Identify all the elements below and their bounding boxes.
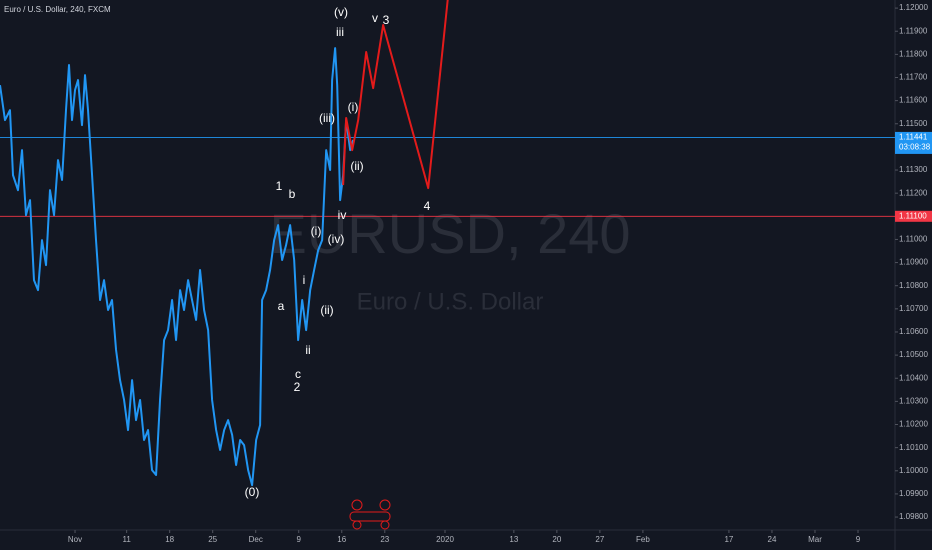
y-tick-label: 1.10800	[899, 281, 928, 290]
wave-label: b	[289, 187, 296, 201]
wave-label: (i)	[311, 224, 322, 238]
x-tick-label: 9	[297, 535, 302, 544]
y-tick-label: 1.11600	[899, 96, 928, 105]
y-tick-label: 1.10600	[899, 327, 928, 336]
tool-icons	[349, 499, 391, 530]
x-tick-label: 9	[856, 535, 861, 544]
x-tick-label: Feb	[636, 535, 650, 544]
wave-label: iv	[338, 208, 347, 222]
price-label: 1.11100	[899, 211, 927, 220]
y-tick-label: 1.11200	[899, 188, 928, 197]
x-tick-label: 23	[380, 535, 389, 544]
price-line-series	[0, 47, 355, 487]
x-tick-label: 18	[165, 535, 174, 544]
price-label-box	[895, 131, 932, 154]
watermark: EURUSD, 240	[269, 202, 630, 265]
wave-label: (ii)	[350, 159, 363, 173]
wave-label: (iv)	[328, 232, 345, 246]
x-tick-label: 2020	[436, 535, 454, 544]
y-tick-label: 1.11800	[899, 49, 928, 58]
wave-label: (ii)	[320, 303, 333, 317]
wave-label: i	[303, 273, 306, 287]
y-tick-label: 1.10000	[899, 466, 928, 475]
x-tick-label: 16	[337, 535, 346, 544]
wave-label: c	[295, 367, 301, 381]
wave-label: 2	[294, 380, 301, 394]
y-tick-label: 1.11900	[899, 26, 928, 35]
y-tick-label: 1.10700	[899, 304, 928, 313]
wave-label: (i)	[348, 100, 359, 114]
y-tick-label: 1.10400	[899, 373, 928, 382]
y-tick-label: 1.11700	[899, 73, 928, 82]
y-tick-label: 1.09900	[899, 489, 928, 498]
y-tick-label: 1.10900	[899, 258, 928, 267]
wave-label: (0)	[245, 485, 260, 499]
x-tick-label: 20	[552, 535, 561, 544]
wave-label: (v)	[334, 5, 348, 19]
y-tick-label: 1.09800	[899, 512, 928, 521]
x-tick-label: 27	[595, 535, 604, 544]
plot-area	[0, 0, 895, 487]
chart-title: Euro / U.S. Dollar, 240, FXCM	[4, 5, 111, 14]
price-label-box	[895, 210, 932, 222]
countdown: 03:08:38	[899, 143, 931, 152]
y-tick-label: 1.10300	[899, 396, 928, 405]
wave-label: v	[372, 11, 378, 25]
price-label: 1.11441	[899, 133, 928, 142]
x-tick-label: 17	[724, 535, 733, 544]
x-tick-label: 25	[208, 535, 217, 544]
watermark-subtitle: Euro / U.S. Dollar	[357, 288, 544, 315]
y-tick-label: 1.12000	[899, 3, 928, 12]
wave-label: 4	[424, 199, 431, 213]
wave-label: 3	[383, 13, 390, 27]
y-tick-label: 1.10200	[899, 420, 928, 429]
y-tick-label: 1.10500	[899, 350, 928, 359]
wave-label: (iii)	[319, 111, 335, 125]
y-tick-label: 1.11300	[899, 165, 928, 174]
x-tick-label: Mar	[808, 535, 822, 544]
y-tick-label: 1.11000	[899, 235, 928, 244]
wave-label: ii	[305, 343, 310, 357]
x-tick-label: Dec	[249, 535, 263, 544]
wave-label: iii	[336, 25, 344, 39]
x-tick-label: 11	[122, 535, 131, 544]
x-tick-label: 24	[768, 535, 777, 544]
wave-label: 1	[276, 179, 283, 193]
wave-label: a	[278, 299, 285, 313]
y-tick-label: 1.10100	[899, 443, 928, 452]
y-tick-label: 1.11500	[899, 119, 928, 128]
x-tick-label: Nov	[68, 535, 82, 544]
price-line-series	[342, 0, 449, 190]
x-tick-label: 13	[509, 535, 518, 544]
